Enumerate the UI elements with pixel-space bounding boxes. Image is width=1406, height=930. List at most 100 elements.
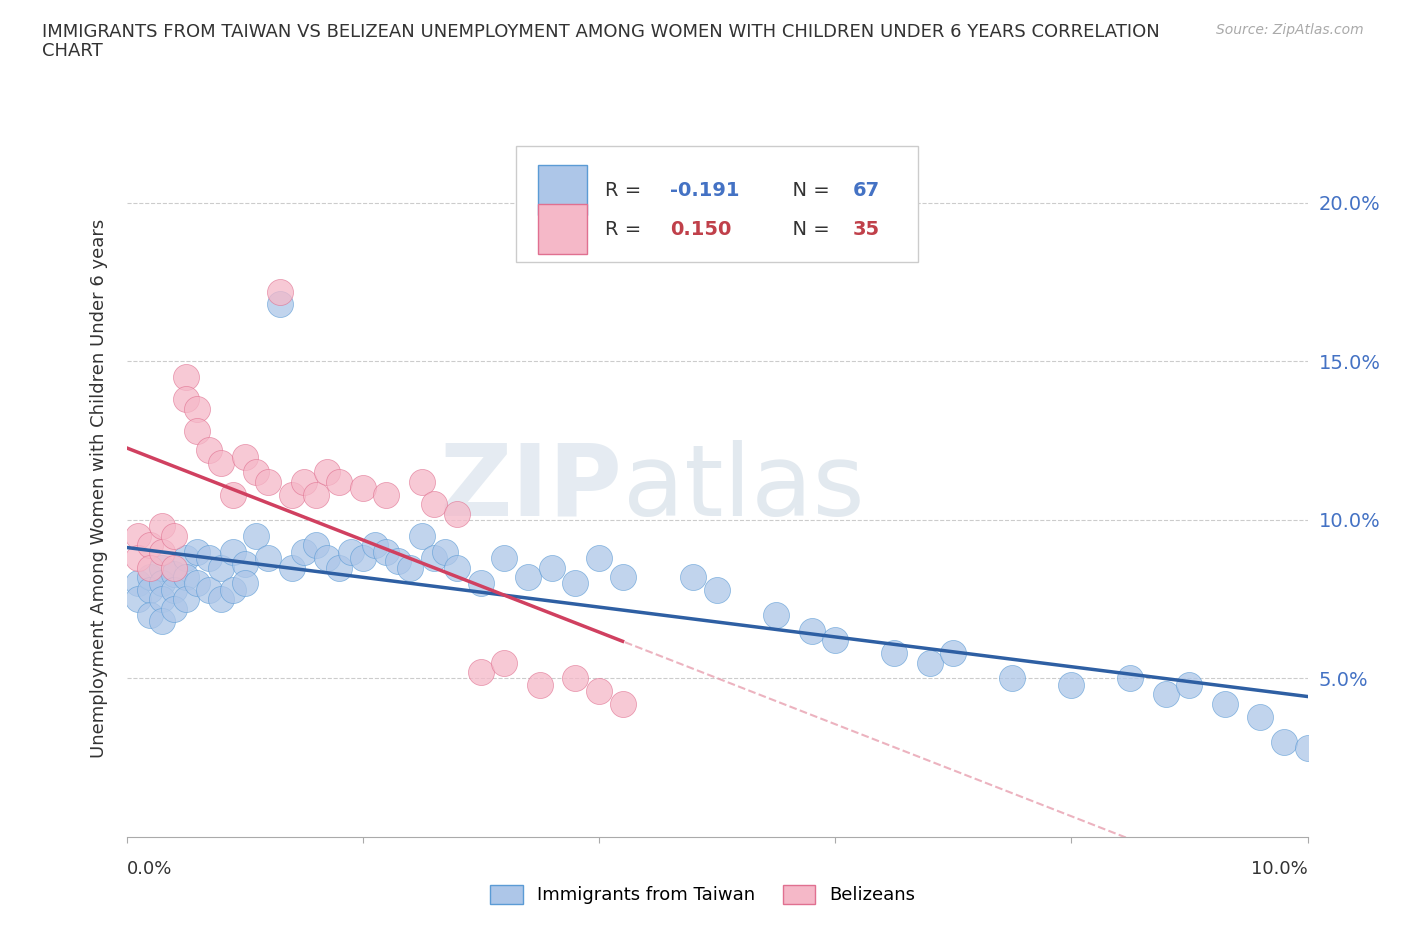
Point: [198, 551, 221, 565]
Point: [612, 569, 634, 584]
Point: [209, 456, 232, 471]
Point: [588, 684, 610, 698]
Point: [139, 569, 162, 584]
Point: [352, 481, 374, 496]
Point: [163, 528, 186, 543]
Point: [245, 528, 267, 543]
Point: [281, 487, 304, 502]
FancyBboxPatch shape: [537, 166, 588, 216]
Point: [328, 560, 350, 575]
Point: [824, 633, 846, 648]
Point: [281, 560, 304, 575]
Legend: Immigrants from Taiwan, Belizeans: Immigrants from Taiwan, Belizeans: [484, 878, 922, 911]
FancyBboxPatch shape: [516, 147, 918, 261]
Point: [399, 560, 422, 575]
Text: 67: 67: [853, 180, 880, 200]
Point: [434, 544, 457, 559]
Text: IMMIGRANTS FROM TAIWAN VS BELIZEAN UNEMPLOYMENT AMONG WOMEN WITH CHILDREN UNDER : IMMIGRANTS FROM TAIWAN VS BELIZEAN UNEMP…: [42, 23, 1160, 41]
Point: [316, 465, 339, 480]
Point: [150, 576, 173, 591]
Point: [127, 576, 149, 591]
Point: [186, 544, 208, 559]
Point: [588, 551, 610, 565]
Point: [540, 560, 562, 575]
Point: [682, 569, 704, 584]
Point: [163, 602, 186, 617]
Point: [1060, 677, 1083, 692]
Point: [257, 474, 280, 489]
Point: [209, 591, 232, 606]
Point: [139, 560, 162, 575]
Point: [1119, 671, 1142, 686]
Text: CHART: CHART: [42, 42, 103, 60]
Text: Source: ZipAtlas.com: Source: ZipAtlas.com: [1216, 23, 1364, 37]
Point: [139, 538, 162, 552]
Point: [422, 497, 444, 512]
Point: [163, 582, 186, 597]
Point: [446, 560, 468, 575]
Text: N =: N =: [780, 219, 835, 239]
Point: [304, 538, 326, 552]
Point: [233, 576, 256, 591]
Point: [529, 677, 551, 692]
Text: R =: R =: [605, 180, 647, 200]
Point: [233, 557, 256, 572]
Point: [328, 474, 350, 489]
Point: [127, 528, 149, 543]
Point: [174, 392, 197, 407]
Point: [198, 443, 221, 458]
FancyBboxPatch shape: [537, 205, 588, 255]
Point: [446, 506, 468, 521]
Point: [163, 566, 186, 581]
Point: [494, 655, 516, 670]
Point: [375, 487, 398, 502]
Point: [494, 551, 516, 565]
Point: [139, 607, 162, 622]
Point: [470, 576, 492, 591]
Point: [1272, 735, 1295, 750]
Point: [186, 402, 208, 417]
Point: [800, 623, 823, 638]
Point: [564, 576, 586, 591]
Point: [222, 487, 245, 502]
Point: [233, 449, 256, 464]
Point: [411, 528, 433, 543]
Point: [1178, 677, 1201, 692]
Point: [150, 614, 173, 629]
Point: [765, 607, 787, 622]
Point: [150, 544, 173, 559]
Point: [174, 569, 197, 584]
Text: R =: R =: [605, 219, 647, 239]
Point: [292, 474, 315, 489]
Point: [1154, 687, 1177, 702]
Point: [222, 582, 245, 597]
Point: [186, 424, 208, 439]
Point: [411, 474, 433, 489]
Point: [352, 551, 374, 565]
Point: [269, 285, 291, 299]
Text: 0.150: 0.150: [669, 219, 731, 239]
Point: [340, 544, 363, 559]
Point: [127, 591, 149, 606]
Point: [564, 671, 586, 686]
Point: [517, 569, 540, 584]
Point: [304, 487, 326, 502]
Point: [139, 582, 162, 597]
Point: [422, 551, 444, 565]
Point: [942, 645, 965, 660]
Point: [316, 551, 339, 565]
Y-axis label: Unemployment Among Women with Children Under 6 years: Unemployment Among Women with Children U…: [90, 219, 108, 758]
Point: [257, 551, 280, 565]
Point: [150, 519, 173, 534]
Point: [375, 544, 398, 559]
Point: [186, 576, 208, 591]
Point: [1296, 741, 1319, 756]
Point: [1001, 671, 1024, 686]
Point: [706, 582, 728, 597]
Point: [174, 551, 197, 565]
Point: [883, 645, 905, 660]
Point: [269, 297, 291, 312]
Point: [387, 553, 409, 568]
Point: [127, 551, 149, 565]
Point: [470, 665, 492, 680]
